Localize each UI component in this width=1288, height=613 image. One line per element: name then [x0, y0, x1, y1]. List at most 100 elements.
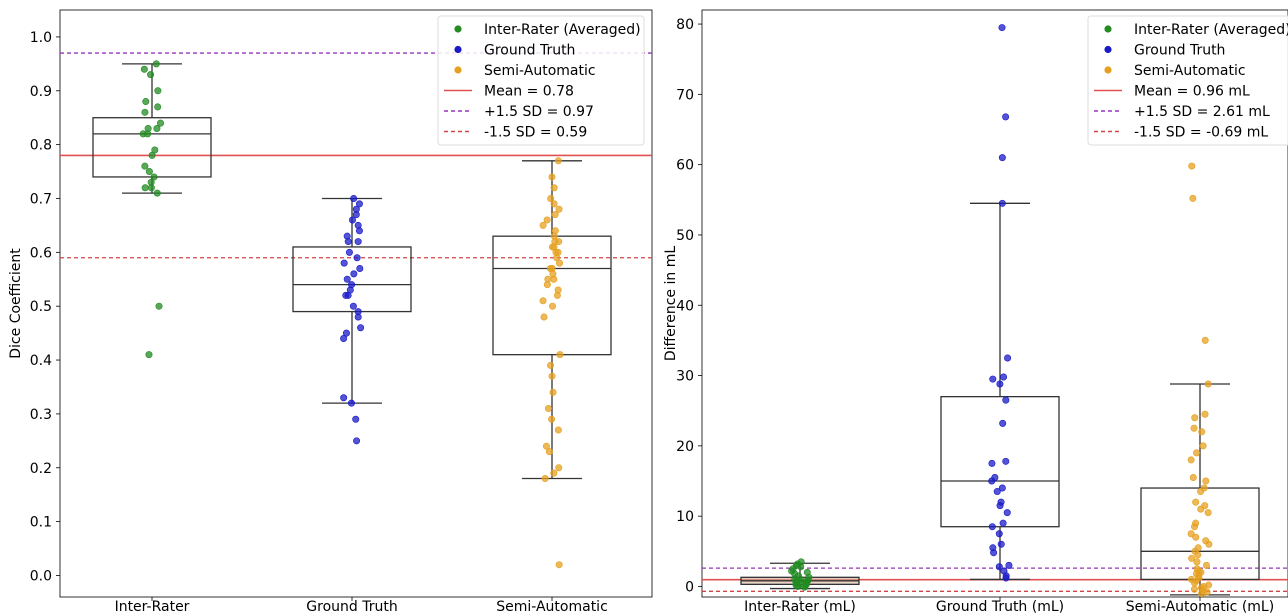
data-point	[553, 291, 561, 299]
data-point	[998, 484, 1006, 492]
data-point	[1201, 336, 1209, 344]
data-point	[357, 324, 365, 332]
y-tick-label: 10	[676, 509, 694, 525]
data-point	[352, 415, 360, 423]
plot-frame	[701, 9, 1288, 598]
data-point	[996, 380, 1004, 388]
data-point	[1189, 194, 1197, 202]
legend-label: Semi-Automatic	[1134, 63, 1246, 79]
data-point	[1191, 414, 1199, 422]
box-iqr	[940, 395, 1060, 528]
data-point	[1002, 396, 1010, 404]
y-axis-label: Dice Coefficient	[8, 248, 24, 359]
y-tick-label: 30	[676, 369, 694, 385]
x-tick-label: Inter-Rater (mL)	[744, 599, 856, 613]
legend-label: +1.5 SD = 0.97	[484, 104, 594, 120]
legend-marker	[1104, 25, 1112, 33]
data-point	[349, 302, 357, 310]
data-point	[345, 248, 353, 256]
data-point	[1002, 113, 1010, 121]
legend-marker	[1104, 66, 1112, 74]
data-point	[140, 65, 148, 73]
y-tick-label: 0	[685, 579, 694, 595]
legend-label: Inter-Rater (Averaged)	[484, 22, 641, 38]
data-point	[998, 24, 1006, 32]
data-point	[355, 200, 363, 208]
x-tick-label: Semi-Automatic (mL)	[1126, 599, 1274, 613]
data-point	[554, 157, 562, 165]
data-point	[343, 275, 351, 283]
data-point	[556, 259, 564, 267]
data-point	[340, 394, 348, 402]
legend-box	[437, 15, 645, 146]
data-point	[555, 464, 563, 472]
y-tick-label: 80	[676, 17, 694, 33]
data-point	[1188, 554, 1196, 562]
box-iqr	[492, 235, 612, 356]
data-point	[350, 270, 358, 278]
data-point	[1005, 561, 1013, 569]
data-point	[551, 211, 559, 219]
x-tick-label: Semi-Automatic	[496, 599, 608, 613]
data-point	[1187, 456, 1195, 464]
data-point	[549, 302, 557, 310]
y-tick-label: 0.9	[30, 84, 52, 100]
data-point	[1000, 373, 1008, 381]
y-tick-label: 0.3	[30, 407, 52, 423]
data-point	[999, 419, 1007, 427]
data-point	[999, 519, 1007, 527]
data-point	[353, 254, 361, 262]
y-tick-label: 0.2	[30, 461, 52, 477]
data-point	[1193, 558, 1201, 566]
data-point	[153, 189, 161, 197]
data-point	[340, 335, 348, 343]
series-2	[340, 194, 365, 445]
data-point	[548, 372, 556, 380]
data-point	[344, 238, 352, 246]
data-point	[1204, 509, 1212, 517]
data-point	[989, 375, 997, 383]
box-iqr	[292, 246, 412, 313]
data-point	[157, 119, 165, 127]
series-3	[539, 157, 564, 569]
data-point	[988, 459, 996, 467]
x-tick-label: Ground Truth	[306, 599, 397, 613]
data-point	[1199, 442, 1207, 450]
data-point	[801, 583, 809, 591]
data-point	[550, 184, 558, 192]
data-point	[141, 108, 149, 116]
box-iqr	[1140, 487, 1260, 581]
data-point	[342, 329, 350, 337]
data-point	[794, 582, 802, 590]
data-point	[1190, 585, 1198, 593]
series-1	[139, 60, 165, 359]
y-tick-label: 0.6	[30, 245, 52, 261]
data-point	[988, 523, 996, 531]
y-tick-label: 60	[676, 158, 694, 174]
data-point	[541, 475, 549, 483]
data-point	[548, 173, 556, 181]
data-point	[1002, 457, 1010, 465]
data-point	[1187, 530, 1195, 538]
data-point	[550, 200, 558, 208]
y-tick-label: 70	[676, 87, 694, 103]
data-point	[155, 302, 163, 310]
data-point	[355, 227, 363, 235]
data-point	[153, 124, 161, 132]
data-point	[148, 151, 156, 159]
data-point	[340, 259, 348, 267]
data-point	[550, 469, 558, 477]
data-point	[542, 442, 550, 450]
data-point	[350, 194, 358, 202]
data-point	[1205, 540, 1213, 548]
data-point	[540, 313, 548, 321]
y-tick-label: 1.0	[30, 30, 52, 46]
box-3	[492, 160, 612, 480]
data-point	[1192, 533, 1200, 541]
legend-label: -1.5 SD = 0.59	[484, 125, 587, 141]
data-point	[543, 216, 551, 224]
data-point	[539, 221, 547, 229]
y-tick-label: 40	[676, 298, 694, 314]
data-point	[988, 477, 996, 485]
